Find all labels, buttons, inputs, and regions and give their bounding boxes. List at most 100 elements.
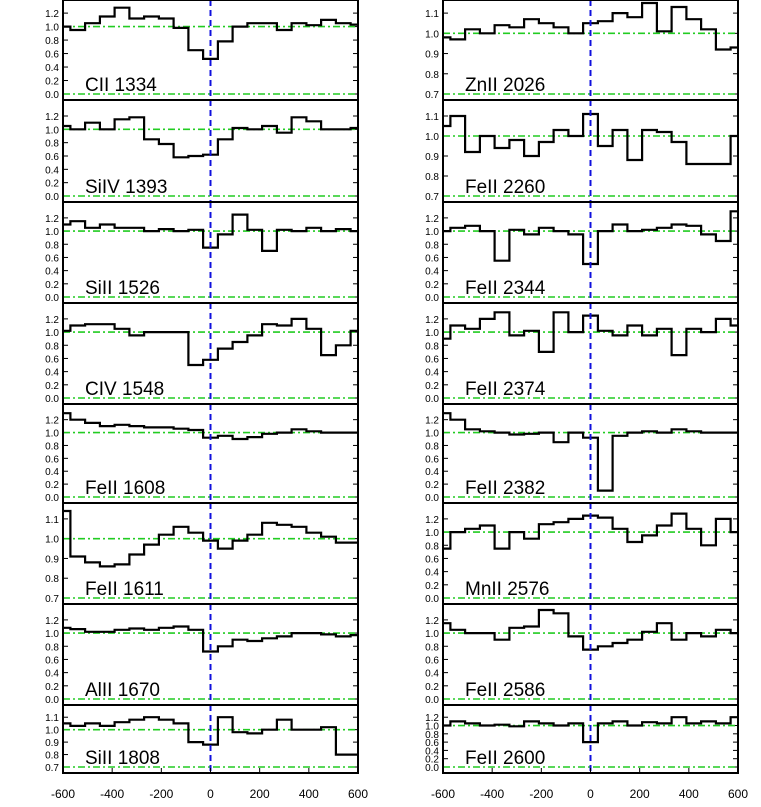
y-tick-label: 0.0 xyxy=(425,493,439,504)
y-tick-label: 0.6 xyxy=(45,655,59,666)
y-tick-label: 1.0 xyxy=(45,535,59,546)
y-tick-label: 0.4 xyxy=(45,368,59,379)
x-tick-label: -600 xyxy=(51,787,75,801)
y-tick-label: 0.6 xyxy=(45,253,59,264)
y-tick-label: 1.1 xyxy=(425,112,439,123)
line-label: AlII 1670 xyxy=(85,680,160,701)
spectrum-feii-1611 xyxy=(63,509,358,568)
x-tick-label: 400 xyxy=(679,787,699,801)
y-tick-label: 1.0 xyxy=(45,227,59,238)
y-tick-label: 1.0 xyxy=(425,132,439,143)
spectrum-feii-2382 xyxy=(443,412,738,492)
y-tick-label: 1.1 xyxy=(45,515,59,526)
line-label: FeII 2260 xyxy=(465,177,545,198)
y-tick-label: 0.4 xyxy=(45,165,59,176)
y-tick-label: 0.0 xyxy=(425,763,439,774)
y-tick-label: 1.2 xyxy=(425,214,439,225)
y-tick-label: 0.6 xyxy=(45,152,59,163)
y-tick-label: 0.4 xyxy=(425,368,439,379)
y-tick-label: 1.0 xyxy=(45,726,59,737)
line-label: SiII 1526 xyxy=(85,278,160,299)
y-tick-label: 0.6 xyxy=(425,253,439,264)
spectrum-feii-2260 xyxy=(443,112,738,166)
y-tick-label: 0.8 xyxy=(425,70,439,81)
y-tick-label: 1.0 xyxy=(45,629,59,640)
y-tick-label: 0.4 xyxy=(45,669,59,680)
y-tick-label: 0.6 xyxy=(425,354,439,365)
y-tick-label: 1.0 xyxy=(425,29,439,40)
y-tick-label: 1.2 xyxy=(45,315,59,326)
y-tick-label: 0.8 xyxy=(425,341,439,352)
y-tick-label: 1.0 xyxy=(425,722,439,733)
y-tick-label: 1.0 xyxy=(45,328,59,339)
y-tick-label: 1.0 xyxy=(425,629,439,640)
y-tick-label: 0.4 xyxy=(425,746,439,757)
spectrum-alii-1670 xyxy=(63,625,358,653)
y-tick-label: 0.2 xyxy=(425,682,439,693)
y-tick-label: 0.7 xyxy=(425,90,439,101)
y-tick-label: 0.0 xyxy=(45,192,59,203)
panel-alii-1670: 0.0 0.2 0.4 0.6 0.8 1.0 1.2 AlII 1670 xyxy=(45,603,359,706)
y-tick-label: 0.4 xyxy=(45,267,59,278)
y-tick-label: 1.2 xyxy=(45,112,59,123)
y-tick-label: 1.0 xyxy=(45,23,59,34)
spectrum-feii-1608 xyxy=(63,412,358,441)
line-label: FeII 2382 xyxy=(465,478,545,499)
line-label: FeII 1608 xyxy=(85,478,165,499)
panel-feii-2586: 0.0 0.2 0.4 0.6 0.8 1.0 1.2 FeII 2586 xyxy=(425,603,739,706)
y-tick-label: 1.2 xyxy=(425,315,439,326)
y-tick-label: 0.0 xyxy=(425,394,439,405)
line-label: FeII 2586 xyxy=(465,680,545,701)
y-tick-label: 0.6 xyxy=(425,454,439,465)
panel-feii-2260: 0.7 0.8 0.9 1.0 1.1 FeII 2260 xyxy=(425,99,739,203)
panel-siii-1526: 0.0 0.2 0.4 0.6 0.8 1.0 1.2 SiII 1526 xyxy=(45,201,359,304)
y-tick-label: 0.6 xyxy=(425,554,439,565)
x-tick-label: -200 xyxy=(149,787,173,801)
y-tick-label: 1.0 xyxy=(425,227,439,238)
line-label: CIV 1548 xyxy=(85,379,164,400)
panel-feii-2382: 0.0 0.2 0.4 0.6 0.81.0 1.2 FeII 2382 xyxy=(425,403,739,504)
y-tick-label: 0.8 xyxy=(425,730,439,741)
panel-feii-1611: 0.7 0.8 0.9 1.0 1.1 FeII 1611 xyxy=(45,502,359,605)
y-tick-label: 0.2 xyxy=(45,381,59,392)
y-tick-label: 0.0 xyxy=(425,293,439,304)
x-axis-ticks: -600 -400 -200 0 200 400 600 -600 -400 -200 0 200 40… xyxy=(51,768,748,801)
y-tick-label: 0.2 xyxy=(45,280,59,291)
y-tick-label: 0.8 xyxy=(45,36,59,47)
spectrum-civ-1548 xyxy=(63,317,358,367)
y-tick-label: 0.8 xyxy=(425,541,439,552)
x-tick-label: 0 xyxy=(587,787,594,801)
y-tick-label: 0.7 xyxy=(45,594,59,605)
y-tick-label: 0.9 xyxy=(45,554,59,565)
panel-cii-1334: 0.0 0.2 0.4 0.6 0.8 1.0 1.2 CII 1334 xyxy=(45,0,359,101)
y-tick-label: 0.8 xyxy=(425,642,439,653)
y-tick-label: 0.6 xyxy=(45,50,59,61)
y-tick-label: 0.2 xyxy=(425,280,439,291)
y-tick-label: 0.0 xyxy=(45,90,59,101)
y-tick-label: 1.0 xyxy=(425,528,439,539)
x-tick-label: 600 xyxy=(348,787,368,801)
y-tick-label: 0.8 xyxy=(45,441,59,452)
panel-feii-1608: 0.0 0.2 0.4 0.6 0.81.0 1.2 FeII 1608 xyxy=(45,403,359,504)
y-tick-label: 0.2 xyxy=(45,179,59,190)
line-label: FeII 2600 xyxy=(465,748,545,769)
spectrum-feii-2600 xyxy=(443,716,738,744)
y-tick-label: 1.2 xyxy=(425,416,439,427)
y-tick-label: 0.2 xyxy=(425,581,439,592)
y-tick-label: 0.0 xyxy=(45,293,59,304)
y-tick-label: 0.2 xyxy=(45,77,59,88)
y-tick-label: 0.8 xyxy=(45,751,59,762)
line-label: CII 1334 xyxy=(85,75,157,96)
y-tick-label: 0.2 xyxy=(45,682,59,693)
x-tick-label: 400 xyxy=(299,787,319,801)
y-tick-label: 0.4 xyxy=(425,467,439,478)
y-tick-label: 0.7 xyxy=(45,763,59,774)
spectrum-siii-1526 xyxy=(63,213,358,252)
y-tick-label: 0.8 xyxy=(45,642,59,653)
y-tick-label: 0.8 xyxy=(425,240,439,251)
x-tick-label: -600 xyxy=(431,787,455,801)
y-tick-label: 0.8 xyxy=(425,441,439,452)
y-tick-label: 0.6 xyxy=(45,354,59,365)
